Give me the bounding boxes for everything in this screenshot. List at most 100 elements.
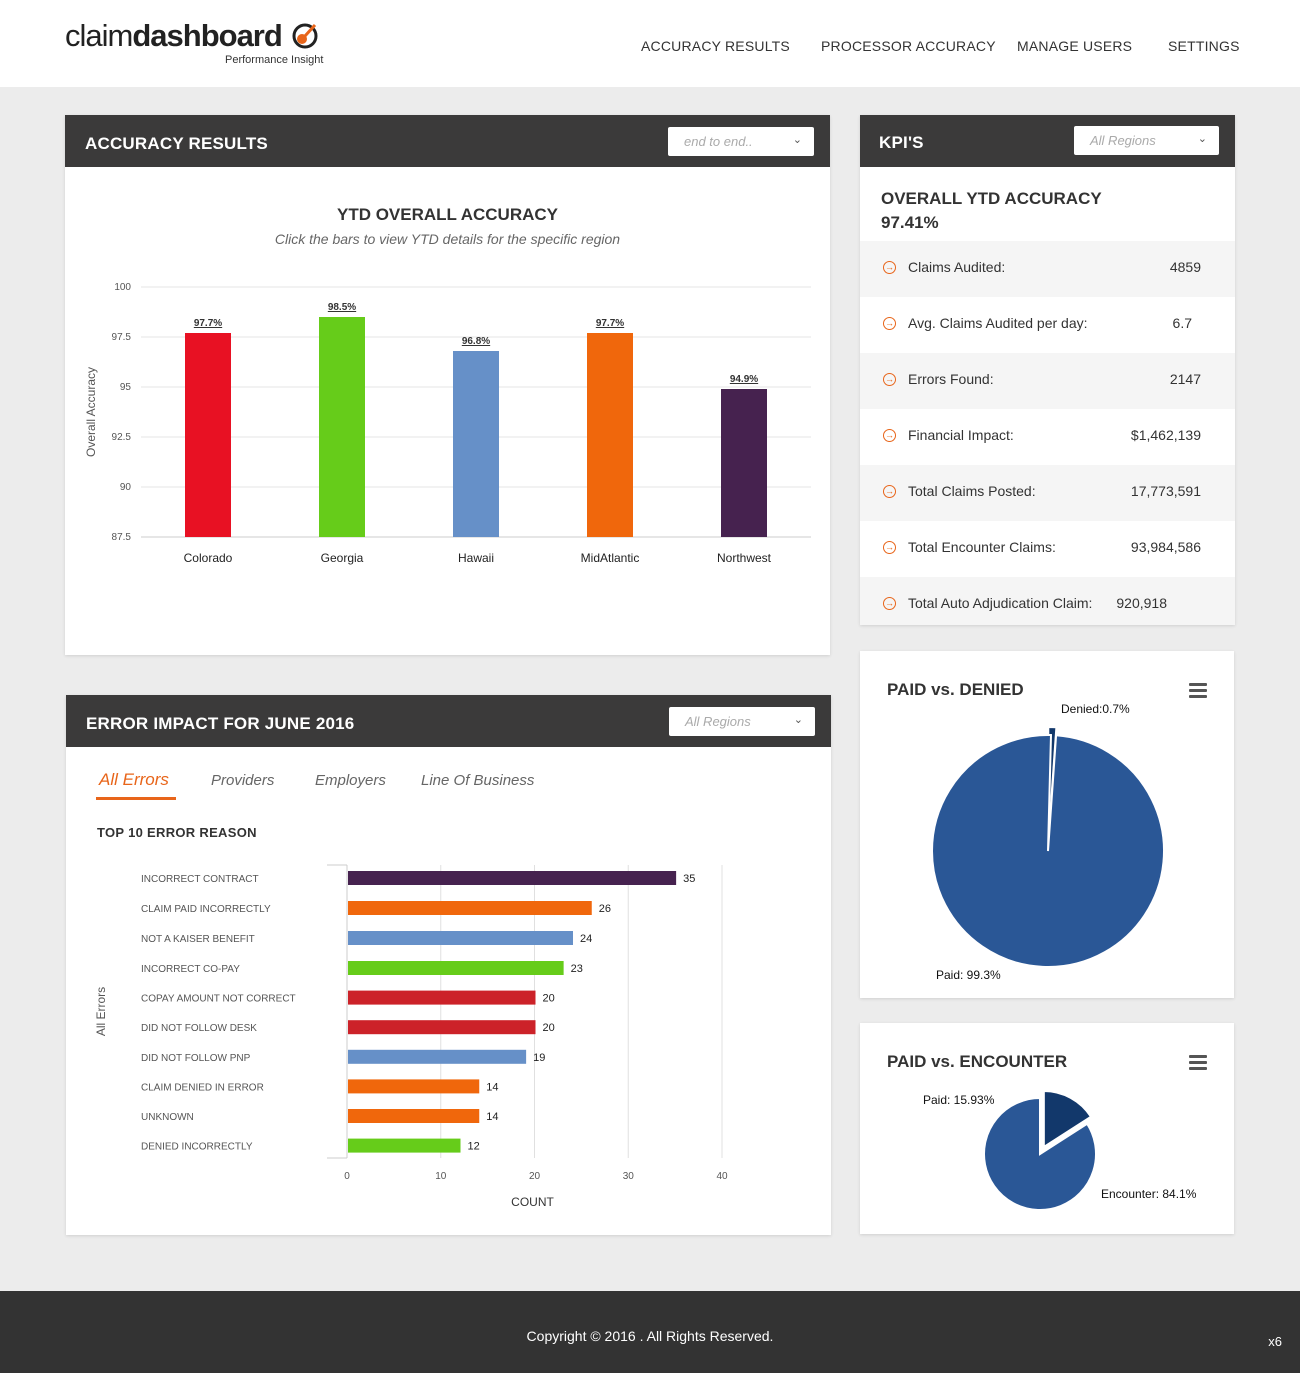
kpi-value: 920,918 [1116, 595, 1167, 611]
nav-manage-users[interactable]: MANAGE USERS [1017, 38, 1133, 54]
category-label: INCORRECT CO-PAY [141, 964, 240, 975]
card-header: KPI'S All Regions ⌄ [860, 115, 1235, 167]
y-tick-label: 97.5 [112, 332, 132, 343]
x-tick-label: 0 [344, 1171, 350, 1182]
bar [348, 1049, 527, 1064]
logo-wordmark: claimdashboard [65, 18, 283, 53]
kpi-value: 93,984,586 [1130, 539, 1201, 555]
x-tick-label: Colorado [184, 551, 233, 565]
hamburger-menu-icon[interactable] [1189, 1055, 1207, 1073]
kpi-label: Avg. Claims Audited per day: [908, 315, 1088, 331]
kpi-row: → Claims Audited: 4859 [860, 241, 1235, 297]
logo-bold-text: dashboard [132, 18, 282, 53]
paid-vs-denied-pie: Denied:0.7% Paid: 99.3% [931, 702, 1165, 982]
category-label: DID NOT FOLLOW PNP [141, 1053, 251, 1064]
error-reason-bar-chart: 0 10 20 30 40 All Errors COUNT INCORRECT CONTRA… [94, 864, 728, 1209]
kpi-row: → Total Encounter Claims: 93,984,586 [860, 521, 1235, 577]
slice-label: Paid: 15.93% [923, 1093, 995, 1107]
category-label: UNKNOWN [141, 1112, 194, 1123]
select-value: All Regions [685, 714, 751, 729]
kpi-value: 2147 [1169, 371, 1201, 387]
select-value: end to end.. [684, 134, 753, 149]
card-title: ACCURACY RESULTS [85, 134, 268, 153]
kpi-row: → Avg. Claims Audited per day: 6.7 [860, 297, 1235, 353]
x-tick-label: Georgia [321, 551, 364, 565]
logo-light-text: claim [65, 18, 133, 53]
select-value: All Regions [1090, 133, 1156, 148]
x-tick-label: 30 [623, 1171, 635, 1182]
x-axis-label: COUNT [511, 1195, 554, 1209]
bar[interactable] [319, 317, 365, 537]
error-impact-card: ERROR IMPACT FOR JUNE 2016 All Regions ⌄… [66, 695, 831, 1235]
card-title: ERROR IMPACT FOR JUNE 2016 [86, 714, 355, 733]
nav-settings[interactable]: SETTINGS [1168, 38, 1240, 54]
data-label: 20 [543, 1022, 555, 1034]
kpi-label: Total Encounter Claims: [908, 539, 1056, 555]
y-tick-label: 87.5 [112, 532, 132, 543]
tab-providers[interactable]: Providers [211, 772, 275, 789]
pie-title: PAID vs. ENCOUNTER [887, 1052, 1068, 1071]
overall-accuracy-label: OVERALL YTD ACCURACY [881, 189, 1102, 208]
data-label: 26 [599, 903, 611, 915]
pie-slice[interactable] [983, 1096, 1097, 1211]
kpi-label: Total Auto Adjudication Claim: [908, 595, 1093, 611]
hamburger-menu-icon[interactable] [1189, 683, 1207, 701]
nav-processor-accuracy[interactable]: PROCESSOR ACCURACY [821, 38, 996, 54]
category-label: DENIED INCORRECTLY [141, 1142, 253, 1153]
tab-line-of-business[interactable]: Line Of Business [421, 772, 535, 789]
x-tick-label: 40 [716, 1171, 728, 1182]
category-label: CLAIM DENIED IN ERROR [141, 1082, 264, 1093]
bar [348, 990, 536, 1005]
y-tick-label: 95 [120, 382, 132, 393]
pie-slice[interactable] [931, 734, 1165, 968]
y-tick-label: 100 [114, 282, 131, 293]
slice-label: Paid: 99.3% [936, 968, 1001, 982]
kpi-card: KPI'S All Regions ⌄ OVERALL YTD ACCURACY… [860, 115, 1235, 625]
accuracy-filter-select[interactable]: end to end.. ⌄ [668, 127, 814, 156]
logo[interactable]: claimdashboard Performance Insight [65, 18, 323, 66]
bar[interactable] [721, 389, 767, 537]
kpi-row: → Total Auto Adjudication Claim: 920,918 [860, 577, 1235, 625]
category-label: INCORRECT CONTRACT [141, 874, 259, 885]
chart-subtitle: Click the bars to view YTD details for t… [274, 231, 621, 247]
x-tick-label: 20 [529, 1171, 541, 1182]
x-tick-label: 10 [435, 1171, 447, 1182]
y-axis-label: All Errors [94, 987, 108, 1036]
data-label: 12 [468, 1141, 480, 1153]
bar [348, 1109, 480, 1123]
kpi-region-select[interactable]: All Regions ⌄ [1074, 126, 1219, 155]
kpi-row: → Total Claims Posted: 17,773,591 [860, 465, 1235, 521]
kpi-value: 6.7 [1172, 315, 1192, 331]
data-label: 19 [533, 1052, 545, 1064]
arrow-circle-icon: → [883, 429, 896, 442]
bar[interactable] [587, 333, 633, 537]
kpi-label: Errors Found: [908, 371, 994, 387]
kpi-row: → Errors Found: 2147 [860, 353, 1235, 409]
data-label: 94.9% [730, 374, 758, 385]
logo-tagline: Performance Insight [225, 54, 324, 66]
gauge-icon [292, 23, 318, 49]
pie-slice[interactable] [1042, 1089, 1093, 1149]
bar[interactable] [453, 351, 499, 537]
tab-all-errors[interactable]: All Errors [99, 770, 169, 789]
copyright-text: Copyright © 2016 . All Rights Reserved. [526, 1328, 774, 1344]
data-label: 35 [683, 873, 695, 885]
nav-accuracy-results[interactable]: ACCURACY RESULTS [641, 38, 790, 54]
bar [348, 931, 573, 945]
data-label: 24 [580, 933, 592, 945]
kpi-row: → Financial Impact: $1,462,139 [860, 409, 1235, 465]
error-region-select[interactable]: All Regions ⌄ [669, 707, 815, 736]
slice-label: Encounter: 84.1% [1101, 1187, 1197, 1201]
data-label: 97.7% [596, 318, 624, 329]
accuracy-bar-chart: 87.5 90 92.5 95 97.5 100 Overall Accuracy 97.7%… [84, 282, 811, 565]
active-tab-indicator [96, 797, 176, 800]
bar [348, 1138, 461, 1153]
footer: Copyright © 2016 . All Rights Reserved. … [0, 1291, 1300, 1373]
bar[interactable] [185, 333, 231, 537]
y-tick-label: 92.5 [112, 432, 132, 443]
bar [348, 901, 592, 915]
paid-vs-denied-card: PAID vs. DENIED Denied:0.7% Paid: 99.3% [860, 651, 1234, 998]
data-label: 96.8% [462, 336, 490, 347]
tab-employers[interactable]: Employers [315, 772, 386, 789]
arrow-circle-icon: → [883, 541, 896, 554]
